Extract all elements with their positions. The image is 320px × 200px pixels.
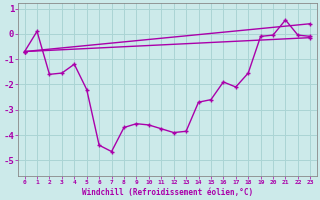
X-axis label: Windchill (Refroidissement éolien,°C): Windchill (Refroidissement éolien,°C) bbox=[82, 188, 253, 197]
